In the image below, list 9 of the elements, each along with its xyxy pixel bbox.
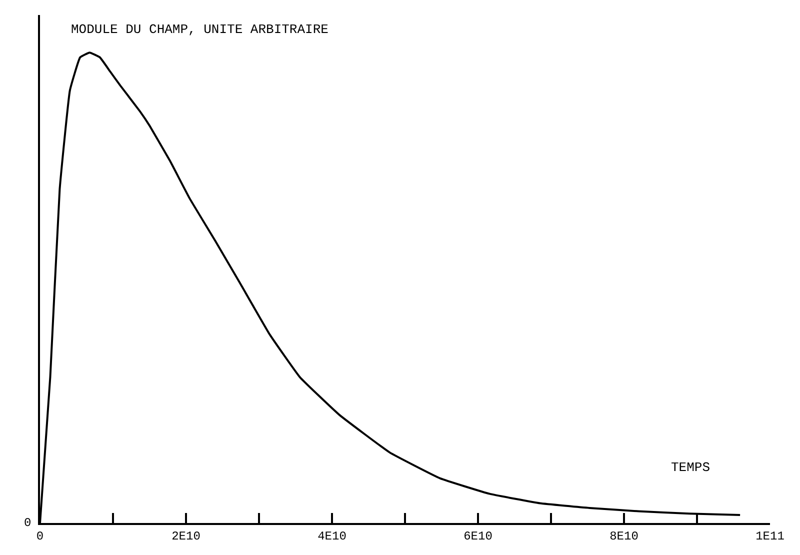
x-tick-label: 4E10 bbox=[318, 529, 346, 544]
x-tick-label: 1E11 bbox=[756, 529, 784, 544]
x-tick-label: 8E10 bbox=[610, 529, 638, 544]
text: 0 bbox=[24, 516, 32, 530]
x-tick-label: 2E10 bbox=[172, 529, 200, 544]
y-axis-title: MODULE DU CHAMP, UNITE ARBITRAIRE bbox=[71, 22, 329, 37]
x-tick-label: 0 bbox=[36, 529, 44, 544]
x-tick-label: 6E10 bbox=[464, 529, 492, 544]
x-axis-title: TEMPS bbox=[671, 460, 710, 475]
